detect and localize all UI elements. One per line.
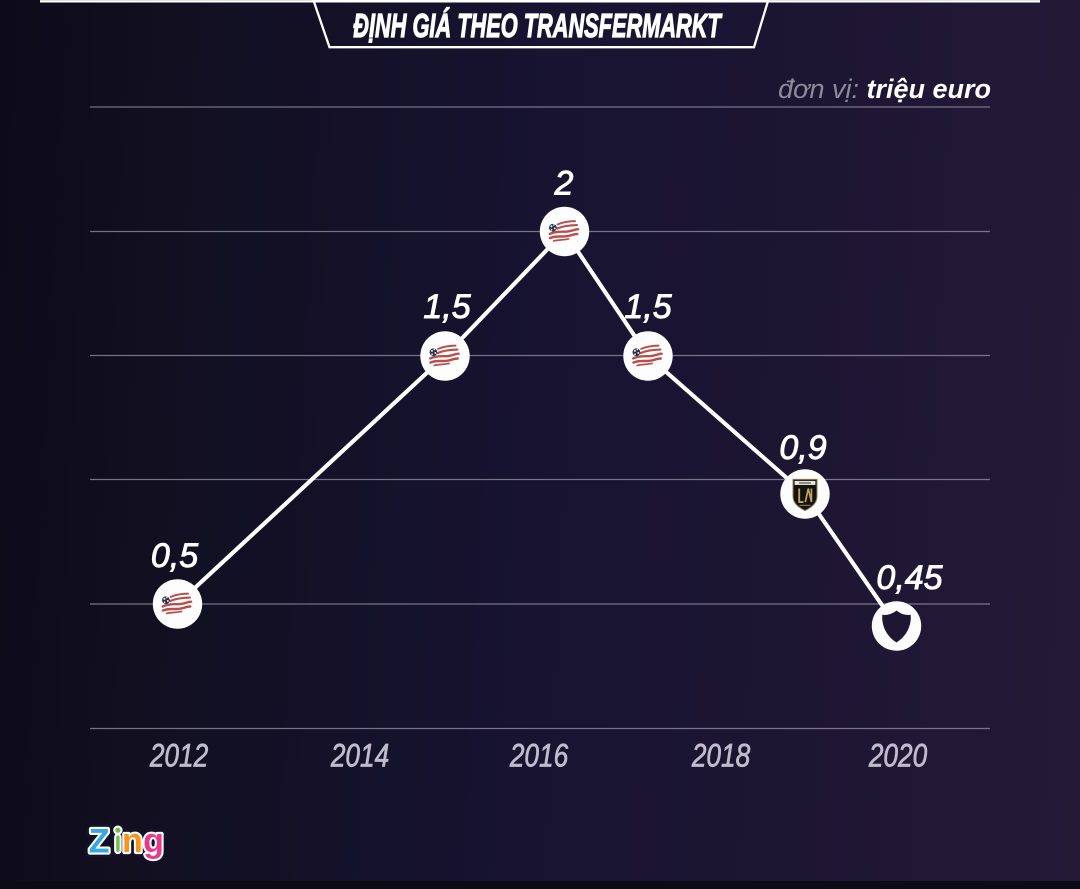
svg-text:2014: 2014 <box>330 739 389 774</box>
svg-text:Z: Z <box>89 823 110 861</box>
svg-text:n: n <box>122 822 143 860</box>
svg-text:2012: 2012 <box>149 739 208 774</box>
svg-text:g: g <box>143 822 164 860</box>
svg-text:1,5: 1,5 <box>624 288 671 326</box>
svg-text:đơn vị: triệu euro: đơn vị: triệu euro <box>778 74 991 104</box>
svg-text:ĐỊNH GIÁ THEO TRANSFERMARKT: ĐỊNH GIÁ THEO TRANSFERMARKT <box>353 7 723 44</box>
svg-text:Z: Z <box>89 823 110 861</box>
svg-text:0,5: 0,5 <box>151 537 198 575</box>
svg-text:2: 2 <box>554 165 574 203</box>
svg-text:g: g <box>143 822 164 860</box>
svg-text:2020: 2020 <box>868 739 928 774</box>
svg-text:2016: 2016 <box>509 739 569 774</box>
svg-text:1,5: 1,5 <box>423 288 470 326</box>
svg-text:0,9: 0,9 <box>779 429 826 467</box>
svg-text:n: n <box>122 822 143 860</box>
svg-text:2018: 2018 <box>691 739 751 774</box>
svg-text:n: n <box>122 822 143 860</box>
svg-text:0,45: 0,45 <box>876 559 942 597</box>
svg-text:Z: Z <box>89 823 110 861</box>
svg-text:g: g <box>143 822 164 860</box>
